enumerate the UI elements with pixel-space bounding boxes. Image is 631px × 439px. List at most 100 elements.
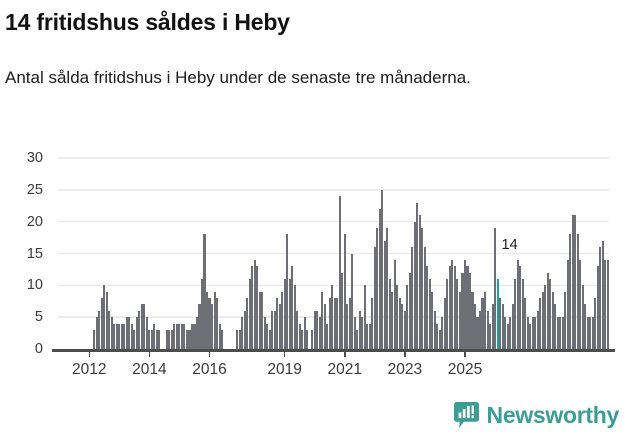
bar — [221, 329, 224, 349]
x-axis-tickmark — [283, 349, 286, 357]
bar — [108, 310, 111, 349]
bar — [190, 323, 193, 349]
x-axis-tickmark — [88, 349, 91, 357]
bar — [511, 304, 514, 349]
bar — [536, 310, 539, 349]
bar — [489, 323, 492, 349]
bar — [544, 285, 547, 349]
bar — [296, 310, 299, 349]
bar — [524, 298, 527, 349]
bar — [539, 298, 542, 349]
bar — [466, 266, 469, 349]
bar — [93, 329, 96, 349]
bar — [288, 278, 291, 349]
x-axis-label: 2025 — [447, 361, 483, 378]
x-axis-line — [52, 349, 615, 352]
bar — [386, 228, 389, 349]
bar — [183, 323, 186, 349]
bar — [483, 291, 487, 349]
bar — [448, 266, 451, 349]
bar — [358, 310, 361, 349]
x-axis-label: 2016 — [192, 361, 227, 378]
bar — [198, 304, 201, 349]
bar-highlighted — [496, 278, 499, 349]
gridline — [58, 316, 609, 318]
bar — [549, 278, 552, 349]
bar — [253, 259, 256, 349]
bar — [155, 329, 158, 349]
bar — [368, 323, 371, 349]
bar — [476, 317, 479, 349]
bar — [361, 317, 364, 349]
bar — [248, 278, 251, 349]
bar — [396, 285, 399, 349]
bar — [263, 317, 266, 349]
bar — [506, 323, 509, 349]
bar — [471, 291, 474, 349]
bar — [556, 317, 559, 349]
bar — [383, 240, 386, 349]
bar — [473, 304, 477, 349]
bar — [173, 323, 176, 349]
bar — [431, 291, 434, 349]
bar — [298, 323, 301, 349]
bar — [333, 298, 336, 349]
bar — [576, 234, 579, 349]
bar — [130, 323, 133, 349]
bar — [276, 298, 279, 349]
bar — [205, 291, 209, 349]
bar — [158, 329, 161, 349]
bar — [519, 266, 522, 349]
bar — [411, 247, 414, 349]
newsworthy-logo[interactable]: Newsworthy — [453, 402, 619, 429]
bar — [118, 323, 121, 349]
bar — [458, 291, 461, 349]
bar — [516, 259, 519, 349]
gridline — [58, 252, 609, 255]
bar — [564, 291, 567, 349]
bar — [323, 304, 326, 349]
bar — [433, 310, 436, 349]
bar — [256, 266, 259, 349]
bar — [401, 304, 404, 349]
bar — [211, 304, 214, 349]
bar — [526, 317, 529, 349]
bar — [140, 304, 143, 349]
bar — [559, 317, 562, 349]
bar — [125, 317, 128, 349]
bar — [541, 291, 544, 349]
bar — [185, 329, 188, 349]
bar — [138, 310, 141, 349]
bar — [373, 247, 376, 349]
bar — [391, 291, 394, 349]
bar — [113, 323, 116, 349]
bar — [273, 310, 276, 349]
bar — [180, 323, 183, 349]
bar — [589, 317, 592, 349]
gridline — [58, 284, 609, 287]
bar — [486, 310, 489, 349]
y-axis-label: 25 — [26, 181, 43, 198]
bar — [566, 259, 569, 349]
bar — [150, 329, 153, 349]
bar — [133, 329, 136, 349]
bar — [326, 323, 329, 349]
bar — [148, 329, 151, 349]
bar — [338, 196, 341, 349]
x-axis-label: 2021 — [327, 361, 363, 378]
bar — [406, 285, 409, 349]
bar — [446, 278, 449, 349]
bar — [456, 278, 459, 349]
bar — [208, 298, 211, 349]
bar — [491, 304, 494, 349]
bar — [316, 310, 319, 349]
bar — [579, 259, 582, 349]
bar — [278, 304, 281, 349]
bar — [266, 323, 269, 349]
bar — [336, 298, 339, 349]
bar — [601, 240, 604, 349]
bar — [110, 317, 113, 349]
bar — [521, 278, 524, 349]
bar — [351, 253, 354, 349]
bar — [170, 329, 173, 349]
